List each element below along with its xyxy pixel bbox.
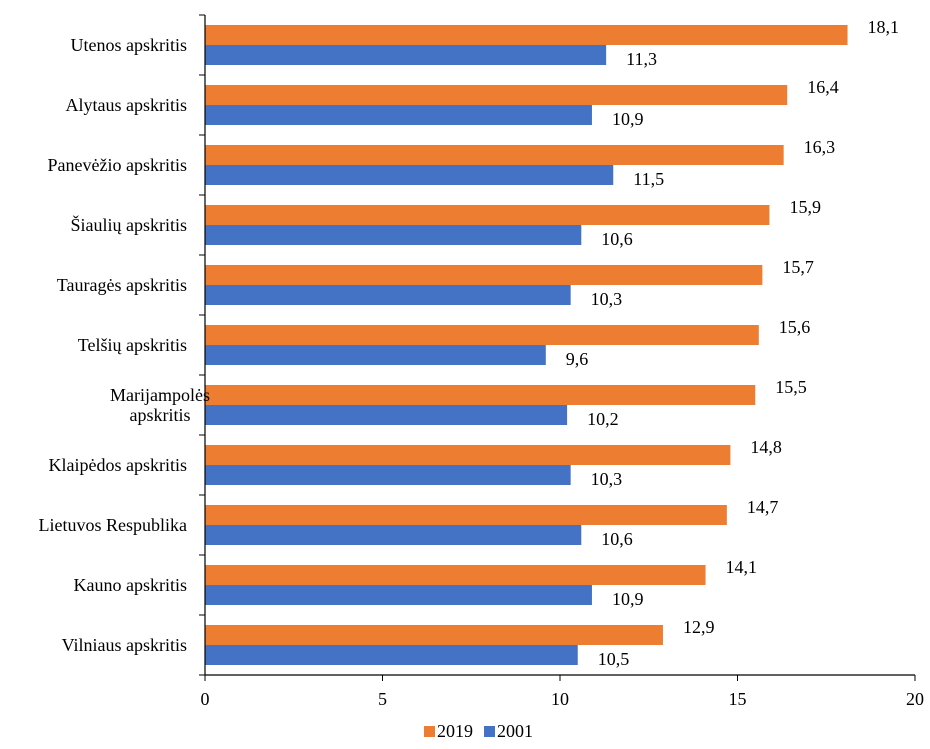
tick-labels-group: 0 5 10 15 20 [201, 689, 925, 709]
legend-swatch-2001 [484, 726, 495, 737]
bar-2019-8 [205, 505, 727, 525]
axes-group [199, 14, 916, 681]
legend-label-2001: 2001 [497, 721, 533, 741]
x-tick-label-1: 5 [378, 689, 387, 709]
value-label-2019-6: 15,5 [775, 377, 807, 397]
bar-2019-4 [205, 265, 763, 285]
category-label-line: Kauno apskritis [74, 575, 187, 595]
bar-2001-10 [205, 645, 578, 665]
value-label-2001-7: 10,3 [591, 469, 623, 489]
value-label-2001-0: 11,3 [626, 49, 657, 69]
category-label-line: Utenos apskritis [71, 35, 188, 55]
bar-2001-7 [205, 465, 571, 485]
category-label-1: Alytaus apskritis [66, 95, 188, 115]
category-label-line: Tauragės apskritis [57, 275, 187, 295]
value-label-2019-2: 16,3 [804, 137, 836, 157]
category-label-line: Vilniaus apskritis [62, 635, 187, 655]
category-label-5: Telšių apskritis [78, 335, 187, 355]
category-label-4: Tauragės apskritis [57, 275, 187, 295]
bars-group [205, 25, 848, 665]
value-label-2019-9: 14,1 [726, 557, 758, 577]
bar-2001-0 [205, 45, 607, 65]
category-label-line: Alytaus apskritis [66, 95, 188, 115]
bar-2019-2 [205, 145, 784, 165]
value-label-2019-10: 12,9 [683, 617, 715, 637]
bar-2001-8 [205, 525, 582, 545]
category-label-line: Lietuvos Respublika [39, 515, 187, 535]
bar-2019-7 [205, 445, 731, 465]
value-label-2019-0: 18,1 [868, 17, 900, 37]
category-label-line: Telšių apskritis [78, 335, 187, 355]
category-label-6: Marijampolės apskritis [110, 385, 210, 425]
category-label-2: Panevėžio apskritis [48, 155, 187, 175]
legend: 2019 2001 [424, 721, 533, 741]
x-tick-label-3: 15 [729, 689, 747, 709]
value-label-2001-9: 10,9 [612, 589, 644, 609]
value-label-2001-5: 9,6 [566, 349, 589, 369]
value-label-2001-4: 10,3 [591, 289, 623, 309]
legend-swatch-2019 [424, 726, 435, 737]
category-label-9: Kauno apskritis [74, 575, 187, 595]
category-label-line: Panevėžio apskritis [48, 155, 187, 175]
bar-2001-1 [205, 105, 592, 125]
value-label-2001-8: 10,6 [601, 529, 633, 549]
legend-label-2019: 2019 [437, 721, 473, 741]
category-label-line: Klaipėdos apskritis [49, 455, 187, 475]
x-tick-label-0: 0 [201, 689, 210, 709]
bar-2019-6 [205, 385, 756, 405]
category-labels-group: Utenos apskritis Alytaus apskritis Panevėž… [39, 35, 210, 655]
bar-2001-9 [205, 585, 592, 605]
category-label-8: Lietuvos Respublika [39, 515, 187, 535]
value-label-2019-7: 14,8 [750, 437, 782, 457]
bar-2001-4 [205, 285, 571, 305]
bar-2001-3 [205, 225, 582, 245]
bar-2019-5 [205, 325, 759, 345]
category-label-3: Šiaulių apskritis [71, 214, 188, 235]
category-label-0: Utenos apskritis [71, 35, 188, 55]
value-label-2019-5: 15,6 [779, 317, 811, 337]
value-label-2019-3: 15,9 [789, 197, 821, 217]
value-label-2001-1: 10,9 [612, 109, 644, 129]
bar-2019-0 [205, 25, 848, 45]
category-label-line: Šiaulių apskritis [71, 214, 188, 235]
bar-2001-5 [205, 345, 546, 365]
value-label-2001-10: 10,5 [598, 649, 630, 669]
x-tick-label-2: 10 [551, 689, 569, 709]
bar-2001-6 [205, 405, 568, 425]
bar-2019-3 [205, 205, 770, 225]
value-label-2001-6: 10,2 [587, 409, 619, 429]
x-tick-label-4: 20 [906, 689, 924, 709]
value-label-2019-8: 14,7 [747, 497, 779, 517]
bar-2001-2 [205, 165, 614, 185]
value-label-2019-1: 16,4 [807, 77, 839, 97]
category-label-7: Klaipėdos apskritis [49, 455, 187, 475]
value-label-2019-4: 15,7 [782, 257, 814, 277]
bar-2019-9 [205, 565, 706, 585]
value-label-2001-2: 11,5 [633, 169, 664, 189]
value-label-2001-3: 10,6 [601, 229, 633, 249]
category-label-line: Marijampolės [110, 385, 210, 405]
category-label-10: Vilniaus apskritis [62, 635, 187, 655]
value-labels-group: 18,1 11,3 16,4 10,9 16,3 11,5 15,9 10,6 15,7 10,3… [566, 17, 899, 669]
bar-2019-1 [205, 85, 788, 105]
bar-2019-10 [205, 625, 663, 645]
category-label-line: apskritis [130, 405, 191, 425]
